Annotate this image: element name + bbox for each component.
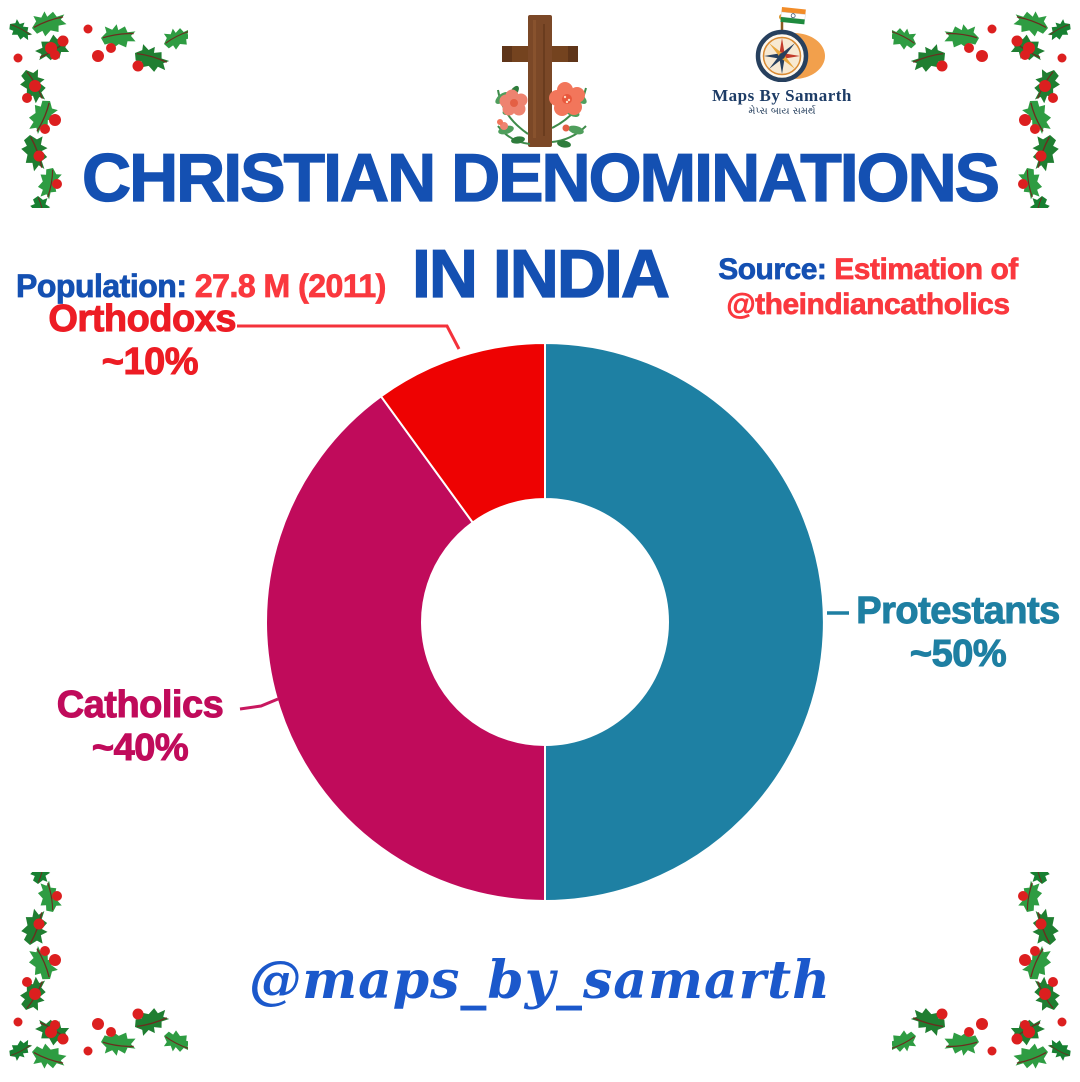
catholics-name: Catholics	[56, 684, 224, 727]
source-label: Source:	[718, 253, 827, 287]
donut-slices	[265, 342, 825, 902]
protestants-value: ~50%	[909, 632, 1007, 675]
source-text: Estimation of	[834, 253, 1019, 287]
orthodoxs-value: ~10%	[101, 340, 199, 383]
population-value: 27.8 M (2011)	[194, 268, 386, 305]
compass-logo-icon	[755, 7, 825, 83]
donut-slice-catholics	[265, 394, 546, 902]
flower-icon	[497, 82, 585, 132]
population-label: Population:	[16, 268, 188, 305]
page-title-line1: CHRISTIAN DENOMINATIONS	[81, 140, 1000, 216]
donut-chart	[265, 342, 825, 902]
catholics-value: ~40%	[91, 726, 189, 769]
donut-slice-orthodoxs	[379, 342, 546, 524]
cross-icon	[495, 15, 587, 148]
label-catholics: Catholics ~40%	[40, 684, 240, 770]
page-title-line2: IN INDIA	[411, 236, 670, 312]
label-protestants: Protestants ~50%	[842, 590, 1074, 676]
watermark-handle: @maps_by_samarth	[249, 950, 831, 1011]
donut-slice-protestants	[544, 342, 825, 902]
source-note: Source: Estimation of @theindiancatholic…	[712, 252, 1024, 323]
orthodoxs-name: Orthodoxs	[48, 298, 237, 341]
population-note: Population: 27.8 M (2011)	[16, 268, 387, 305]
logo: Maps By Samarth મેપ્સ બાય સમર્થ	[662, 4, 902, 117]
label-orthodoxs: Orthodoxs ~10%	[18, 298, 237, 384]
logo-subtitle: મેપ્સ બાય સમર્થ	[748, 105, 816, 117]
protestants-name: Protestants	[856, 590, 1061, 633]
logo-name: Maps By Samarth	[712, 86, 852, 105]
source-handle: @theindiancatholics	[726, 288, 1010, 322]
